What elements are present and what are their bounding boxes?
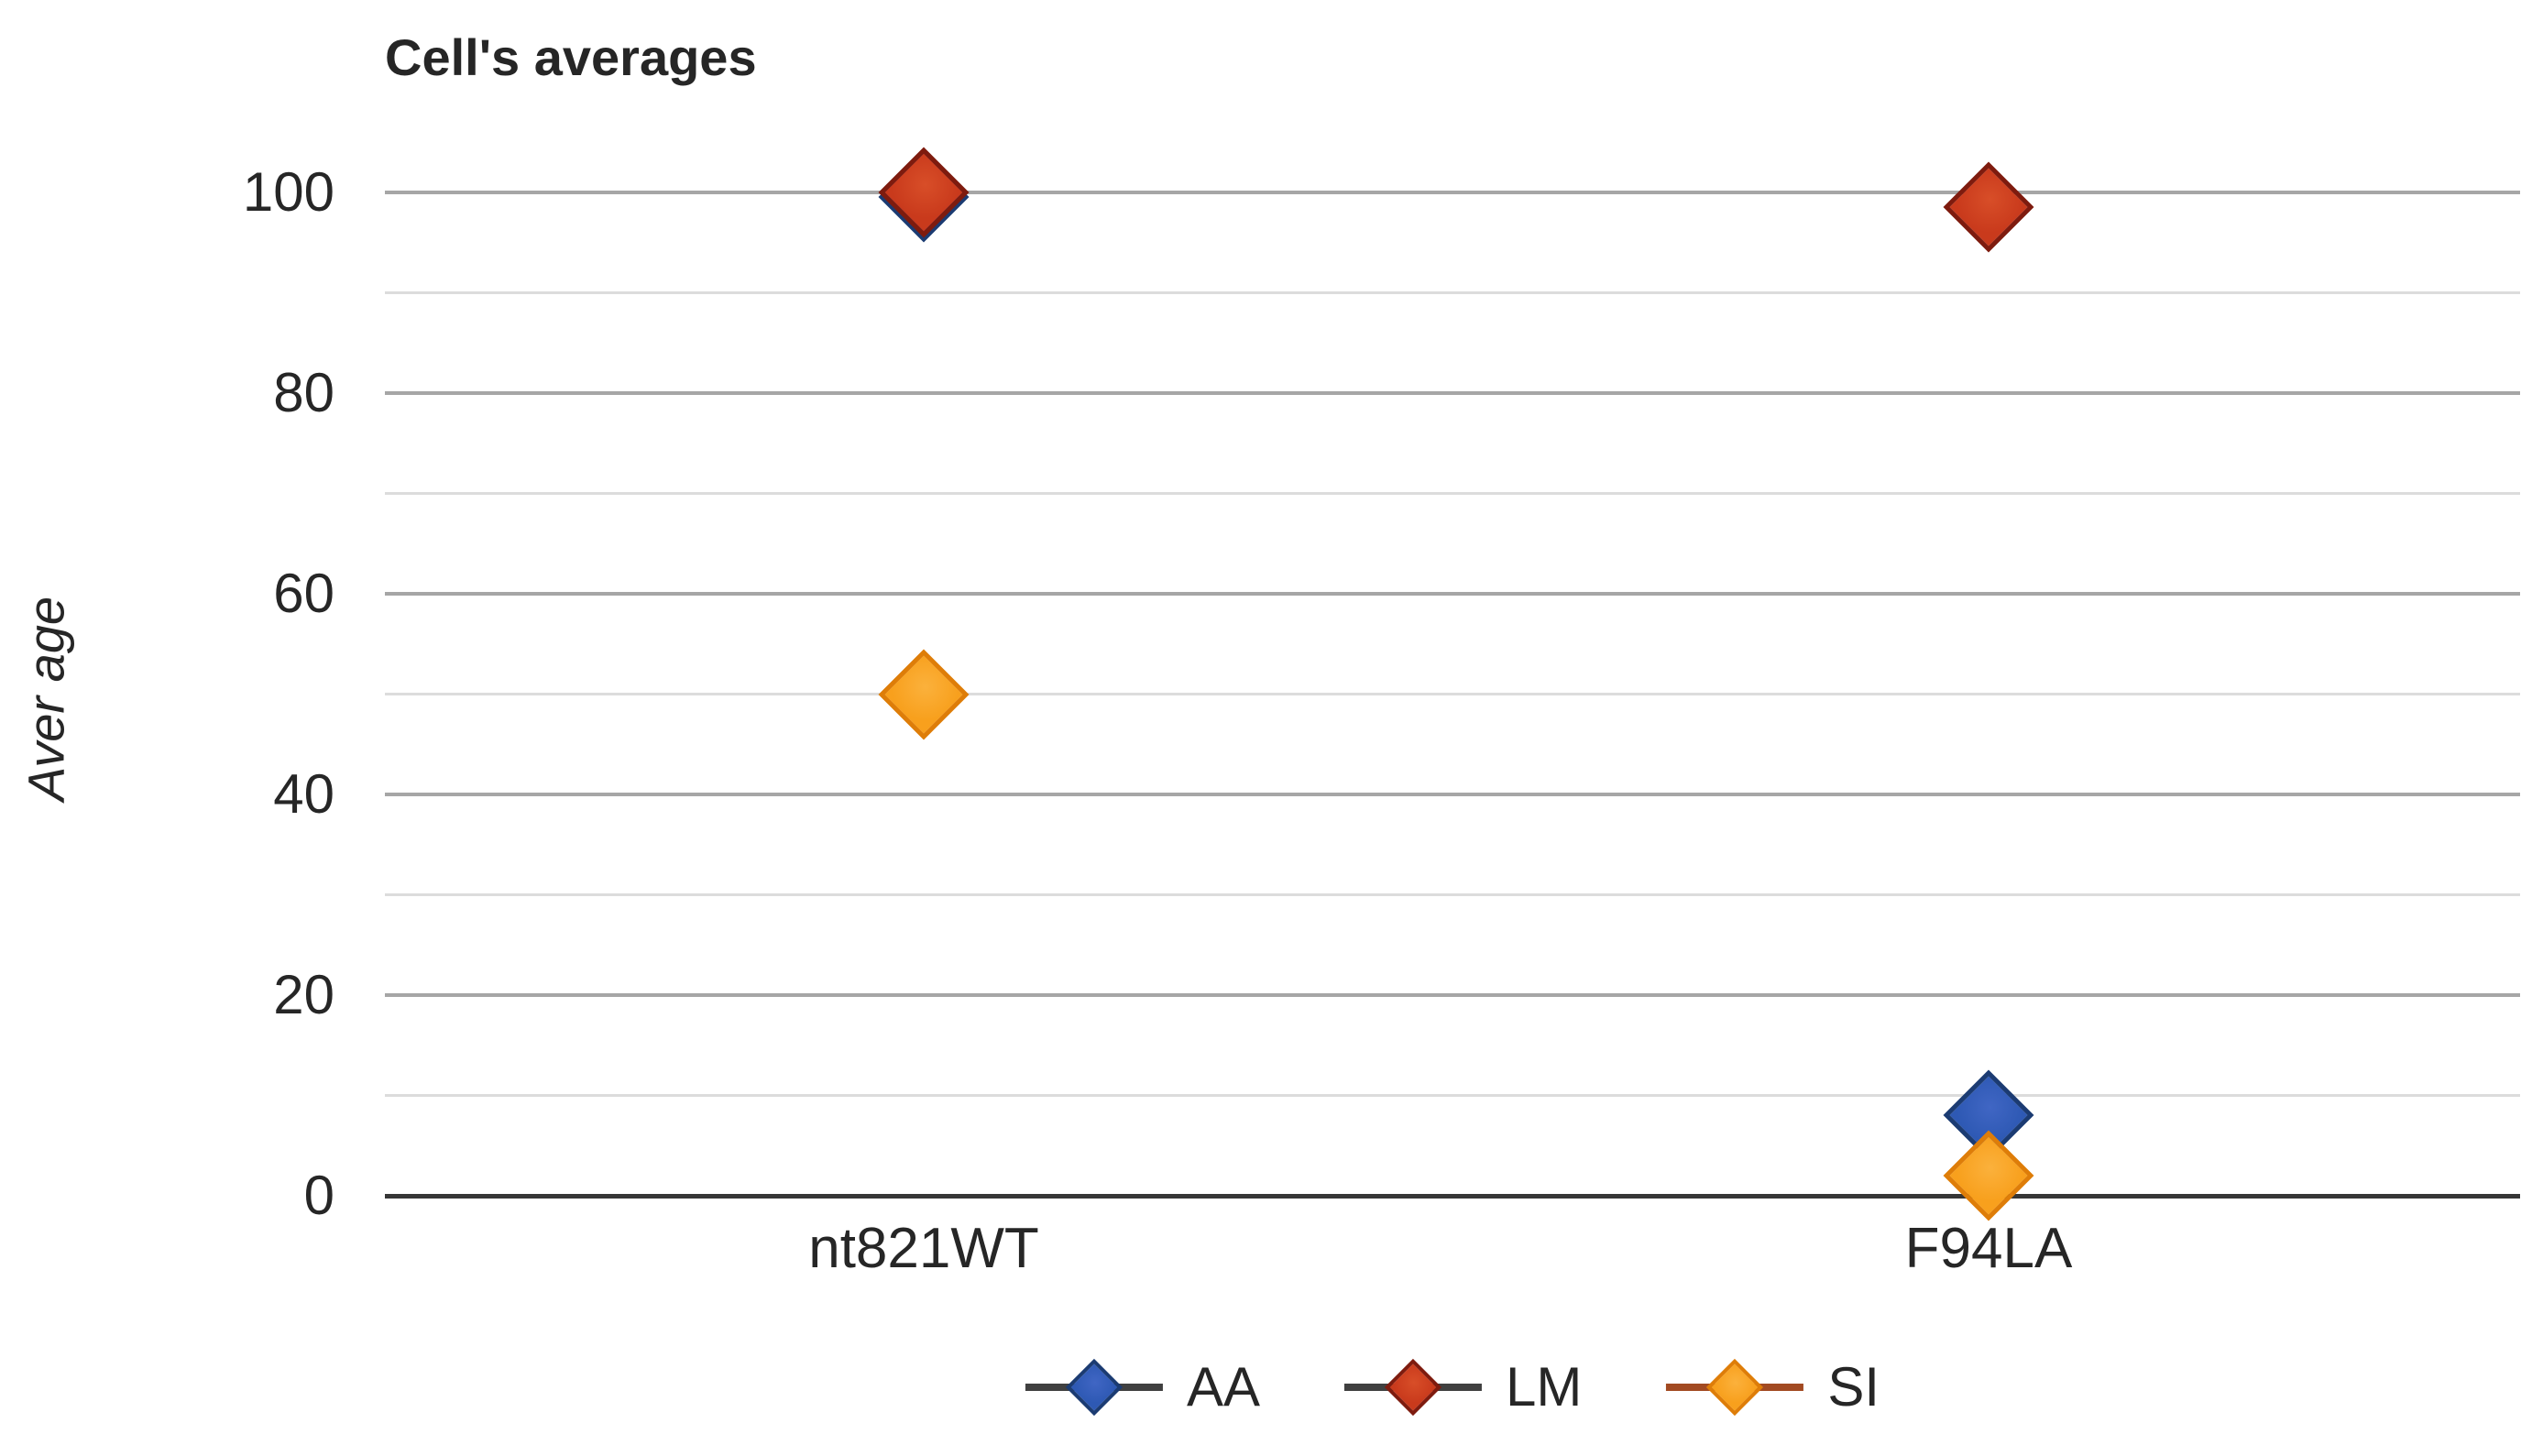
y-tick-label-0: 0 [303,1165,334,1226]
legend-diamond-icon-SI [1706,1358,1764,1417]
gridline-90 [385,291,2520,294]
legend-key-SI [1666,1358,1804,1417]
legend-label-AA: AA [1186,1356,1260,1418]
gridline-20 [385,993,2520,997]
y-tick-label-20: 20 [273,964,334,1025]
y-tick-label-100: 100 [242,161,334,223]
legend-label-LM: LM [1505,1356,1583,1418]
gridline-70 [385,492,2520,495]
y-tick-label-60: 60 [273,563,334,624]
x-category-label-F94LA: F94LA [1904,1217,2073,1280]
legend-diamond-icon-AA [1065,1358,1124,1417]
legend-item-LM: LM [1343,1356,1583,1418]
gridline-50 [385,693,2520,695]
gridline-10 [385,1094,2520,1097]
gridline-100 [385,191,2520,194]
legend-key-AA [1025,1358,1163,1417]
x-category-label-nt821WT: nt821WT [808,1217,1039,1280]
legend-item-SI: SI [1666,1358,1880,1417]
y-tick-label-40: 40 [273,763,334,825]
y-axis-title: Aver age [16,596,75,802]
gridline-30 [385,893,2520,896]
y-tick-label-80: 80 [273,362,334,423]
gridline-80 [385,391,2520,395]
marker-SI-nt821WT [878,649,970,740]
legend-item-AA: AA [1025,1358,1260,1417]
gridline-40 [385,793,2520,796]
legend: AA LM SI [1025,1358,1880,1417]
chart-title: Cell's averages [385,28,757,86]
legend-label-SI: SI [1827,1356,1880,1418]
marker-SI-F94LA [1943,1130,2034,1221]
legend-diamond-icon-LM [1384,1358,1442,1417]
marker-LM-F94LA [1943,161,2034,253]
legend-key-LM [1343,1358,1482,1417]
marker-LM-nt821WT [878,147,970,238]
gridline-60 [385,592,2520,596]
x-axis-line [385,1194,2520,1199]
